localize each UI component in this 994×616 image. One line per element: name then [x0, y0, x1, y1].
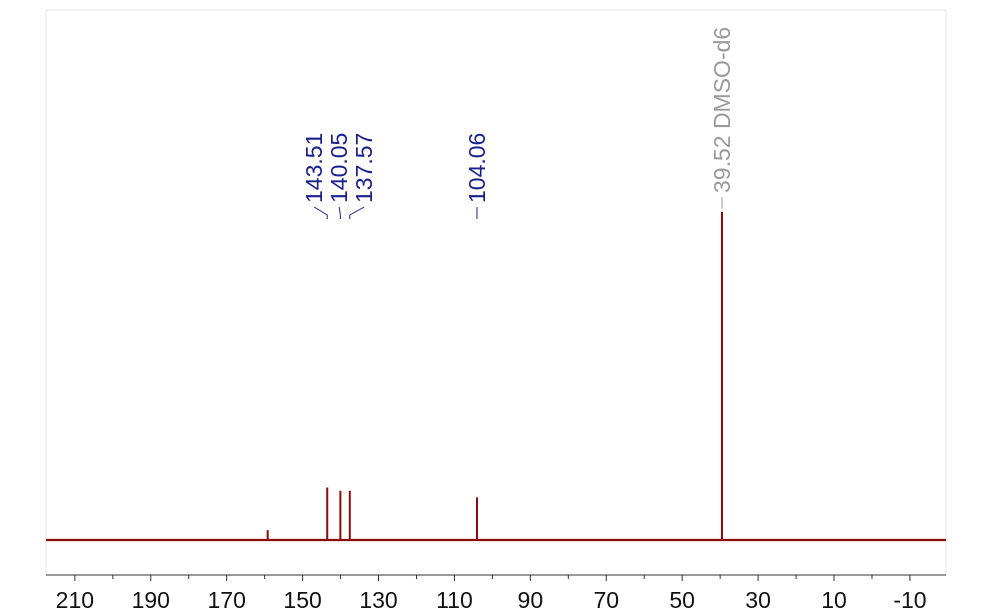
x-tick-label: 90 [518, 587, 544, 613]
plot-frame [45, 9, 947, 576]
label-connector [338, 206, 341, 219]
x-tick-label: 110 [436, 587, 473, 613]
peak-label: 137.57 [351, 133, 377, 203]
label-connector [349, 206, 365, 219]
peak-label: 104.06 [464, 133, 490, 203]
x-tick-label: 210 [56, 587, 94, 613]
x-tick-label: 190 [132, 587, 170, 613]
peak-label: 143.51 [301, 133, 327, 203]
label-connector [313, 206, 328, 219]
x-tick-label: 30 [745, 587, 771, 613]
peak-label: 140.05 [326, 133, 352, 203]
x-tick-label: 130 [359, 587, 397, 613]
x-tick-label: 10 [821, 587, 847, 613]
x-tick-label: -10 [893, 587, 926, 613]
x-tick-label: 150 [283, 587, 321, 613]
x-tick-label: 70 [593, 587, 619, 613]
peak-label: 39.52 DMSO-d6 [709, 27, 735, 193]
x-tick-label: 50 [669, 587, 695, 613]
x-tick-label: 170 [207, 587, 245, 613]
